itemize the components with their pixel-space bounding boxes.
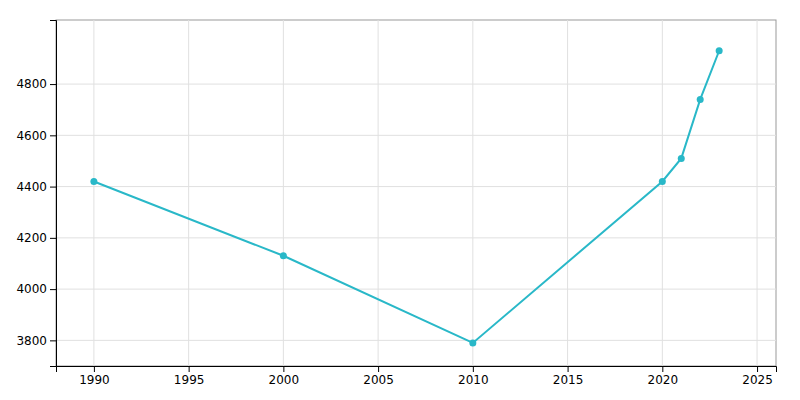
y-axis-line (50, 21, 57, 367)
grid-line-x (93, 20, 94, 366)
grid-line-x (472, 20, 473, 366)
x-tick: 2015 (553, 366, 584, 387)
point (90, 178, 97, 185)
x-tick-mark (662, 366, 663, 372)
point (469, 339, 476, 346)
x-tick: 2020 (648, 366, 679, 387)
x-tick-mark (94, 366, 95, 372)
y-tick-mark (50, 187, 56, 188)
x-tick-label: 2010 (458, 373, 489, 387)
x-tick-mark (473, 366, 474, 372)
grid-line-x (757, 20, 758, 366)
x-tick-mark (283, 366, 284, 372)
y-axis: 3800 4000 4200 4400 4600 4800 (16, 21, 56, 367)
x-tick-label: 2000 (269, 373, 300, 387)
y-tick: 3800 (16, 334, 56, 348)
y-tick-mark (50, 238, 56, 239)
x-tick-mark (378, 366, 379, 372)
marks (90, 47, 722, 346)
x-tick: 2025 (742, 366, 773, 387)
y-tick: 4200 (16, 231, 56, 245)
plot: 1990 1995 2000 2005 2010 2015 2020 2025 3800 4000… (16, 20, 776, 387)
grid-line-y (56, 84, 776, 85)
y-tick-label: 4000 (16, 282, 47, 296)
y-tick-label: 4800 (16, 77, 47, 91)
point (678, 155, 685, 162)
y-tick: 4800 (16, 77, 56, 91)
x-tick: 2000 (269, 366, 300, 387)
x-tick: 2005 (363, 366, 394, 387)
point (659, 178, 666, 185)
x-axis: 1990 1995 2000 2005 2010 2015 2020 2025 (57, 366, 777, 387)
grid-line-y (56, 237, 776, 238)
grid (56, 20, 776, 366)
y-tick: 4600 (16, 129, 56, 143)
x-tick-label: 2005 (363, 373, 394, 387)
point (716, 47, 723, 54)
chart: 1990 1995 2000 2005 2010 2015 2020 2025 3800 4000… (0, 0, 800, 400)
x-tick: 2010 (458, 366, 489, 387)
point (697, 96, 704, 103)
y-tick-mark (50, 84, 56, 85)
x-tick-mark (568, 366, 569, 372)
x-tick-label: 2015 (553, 373, 584, 387)
x-tick-label: 1990 (79, 373, 110, 387)
y-tick-label: 4600 (16, 129, 47, 143)
point (280, 252, 287, 259)
y-tick-label: 4200 (16, 231, 47, 245)
grid-line-x (283, 20, 284, 366)
grid-line-x (378, 20, 379, 366)
plot-frame (56, 20, 776, 366)
x-tick-label: 1995 (174, 373, 205, 387)
x-axis-line (57, 367, 777, 373)
grid-line-y (56, 340, 776, 341)
grid-line-y (56, 135, 776, 136)
y-tick-mark (50, 135, 56, 136)
grid-line-x (567, 20, 568, 366)
y-tick: 4000 (16, 282, 56, 296)
grid-line-y (56, 186, 776, 187)
grid-line-y (56, 289, 776, 290)
x-tick-label: 2020 (648, 373, 679, 387)
y-tick-label: 3800 (16, 334, 47, 348)
x-tick: 1990 (79, 366, 110, 387)
grid-line-x (662, 20, 663, 366)
grid-line-x (188, 20, 189, 366)
y-tick: 4400 (16, 180, 56, 194)
y-tick-mark (50, 340, 56, 341)
line (94, 51, 719, 343)
x-tick: 1995 (174, 366, 205, 387)
x-tick-label: 2025 (742, 373, 773, 387)
y-tick-label: 4400 (16, 180, 47, 194)
x-tick-mark (757, 366, 758, 372)
y-tick-mark (50, 289, 56, 290)
x-tick-mark (189, 366, 190, 372)
